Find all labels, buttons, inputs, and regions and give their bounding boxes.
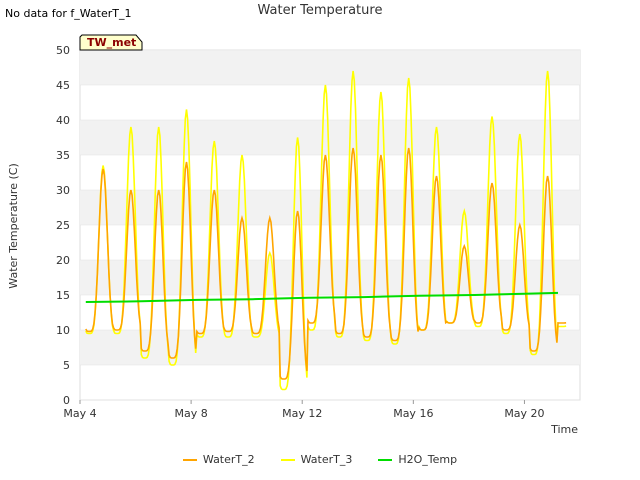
chart-title: Water Temperature bbox=[257, 3, 383, 18]
series-line-h2o-temp bbox=[85, 291, 559, 303]
x-axis-label: Time bbox=[550, 423, 578, 436]
y-tick-label: 45 bbox=[56, 79, 70, 92]
y-tick-label: 15 bbox=[56, 289, 70, 302]
grid-band bbox=[80, 260, 580, 295]
legend-item: H2O_Temp bbox=[378, 453, 457, 466]
series-line-watert-2 bbox=[85, 147, 567, 380]
grid-band bbox=[80, 120, 580, 155]
x-tick-label: May 12 bbox=[282, 407, 322, 420]
site-badge-label: TW_met bbox=[87, 36, 136, 49]
x-axis-ticks: May 4 May 8 May 12 May 16 May 20 bbox=[63, 400, 545, 420]
legend-swatch bbox=[182, 458, 197, 461]
series-layer bbox=[85, 70, 567, 391]
y-tick-label: 50 bbox=[56, 44, 70, 57]
y-tick-label: 5 bbox=[63, 359, 70, 372]
x-tick-label: May 4 bbox=[63, 407, 96, 420]
y-tick-label: 25 bbox=[56, 219, 70, 232]
legend-swatch bbox=[280, 458, 295, 461]
y-tick-label: 30 bbox=[56, 184, 70, 197]
no-data-message: No data for f_WaterT_1 bbox=[5, 7, 132, 20]
legend-item: WaterT_2 bbox=[182, 453, 255, 466]
legend-label: WaterT_3 bbox=[300, 453, 353, 466]
x-tick-label: May 20 bbox=[504, 407, 544, 420]
legend-swatch bbox=[378, 458, 393, 461]
grid-band bbox=[80, 50, 580, 85]
x-tick-label: May 16 bbox=[393, 407, 433, 420]
y-axis-ticks: 0 5 10 15 20 25 30 35 40 45 50 bbox=[56, 44, 70, 407]
site-badge: TW_met bbox=[79, 34, 143, 51]
y-tick-label: 20 bbox=[56, 254, 70, 267]
x-tick-label: May 8 bbox=[174, 407, 207, 420]
y-tick-label: 35 bbox=[56, 149, 70, 162]
grid-band bbox=[80, 330, 580, 365]
legend-label: H2O_Temp bbox=[398, 453, 458, 466]
legend: WaterT_2 WaterT_3 H2O_Temp bbox=[0, 453, 640, 466]
y-tick-label: 40 bbox=[56, 114, 70, 127]
y-tick-label: 0 bbox=[63, 394, 70, 407]
y-axis-label: Water Temperature (C) bbox=[7, 163, 20, 288]
legend-item: WaterT_3 bbox=[280, 453, 353, 466]
legend-label: WaterT_2 bbox=[202, 453, 255, 466]
y-tick-label: 10 bbox=[56, 324, 70, 337]
